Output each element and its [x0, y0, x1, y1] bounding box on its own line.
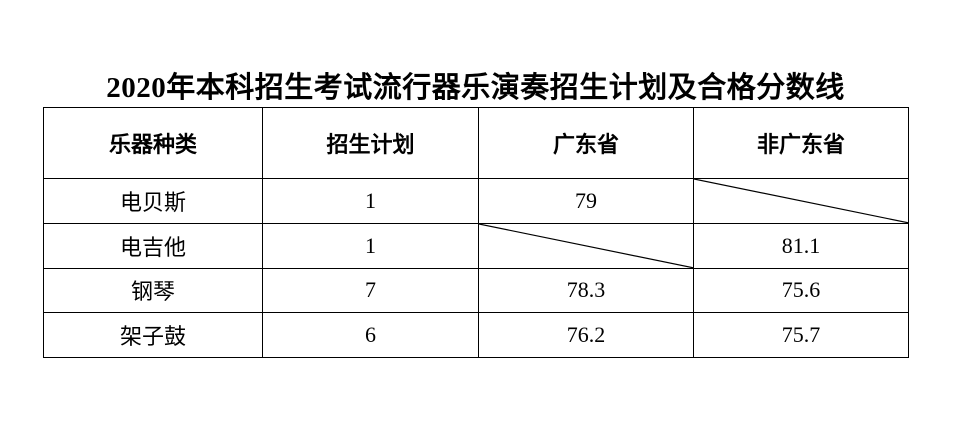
cell-plan: 1 [262, 222, 479, 269]
header-cell-plan: 招生计划 [262, 107, 479, 179]
table-row: 电吉他 1 81.1 [43, 222, 909, 269]
cell-guangdong: 76.2 [478, 312, 694, 358]
table-row: 钢琴 7 78.3 75.6 [43, 267, 909, 314]
cell-plan: 7 [262, 267, 479, 314]
table-row: 电贝斯 1 79 [43, 178, 909, 224]
cell-instrument: 电吉他 [43, 222, 263, 269]
header-row: 乐器种类 招生计划 广东省 非广东省 [43, 107, 909, 179]
cell-instrument: 架子鼓 [43, 312, 263, 358]
cell-instrument: 电贝斯 [43, 178, 263, 224]
cell-guangdong-slashed [478, 222, 694, 269]
cell-guangdong: 78.3 [478, 267, 694, 314]
cell-non-guangdong: 75.6 [693, 267, 909, 314]
header-cell-non-guangdong: 非广东省 [693, 107, 909, 179]
header-cell-instrument: 乐器种类 [43, 107, 263, 179]
diagonal-slash-icon [479, 224, 693, 268]
cell-guangdong: 79 [478, 178, 694, 224]
cell-plan: 1 [262, 178, 479, 224]
table-row: 架子鼓 6 76.2 75.7 [43, 312, 909, 358]
cell-non-guangdong: 75.7 [693, 312, 909, 358]
cell-non-guangdong-slashed [693, 178, 909, 224]
admission-score-table: 乐器种类 招生计划 广东省 非广东省 电贝斯 1 79 电吉他 1 [43, 107, 909, 358]
cell-plan: 6 [262, 312, 479, 358]
header-cell-guangdong: 广东省 [478, 107, 694, 179]
diagonal-slash-icon [694, 179, 908, 223]
cell-non-guangdong: 81.1 [693, 222, 909, 269]
page-title: 2020年本科招生考试流行器乐演奏招生计划及合格分数线 [106, 72, 845, 104]
cell-instrument: 钢琴 [43, 267, 263, 314]
